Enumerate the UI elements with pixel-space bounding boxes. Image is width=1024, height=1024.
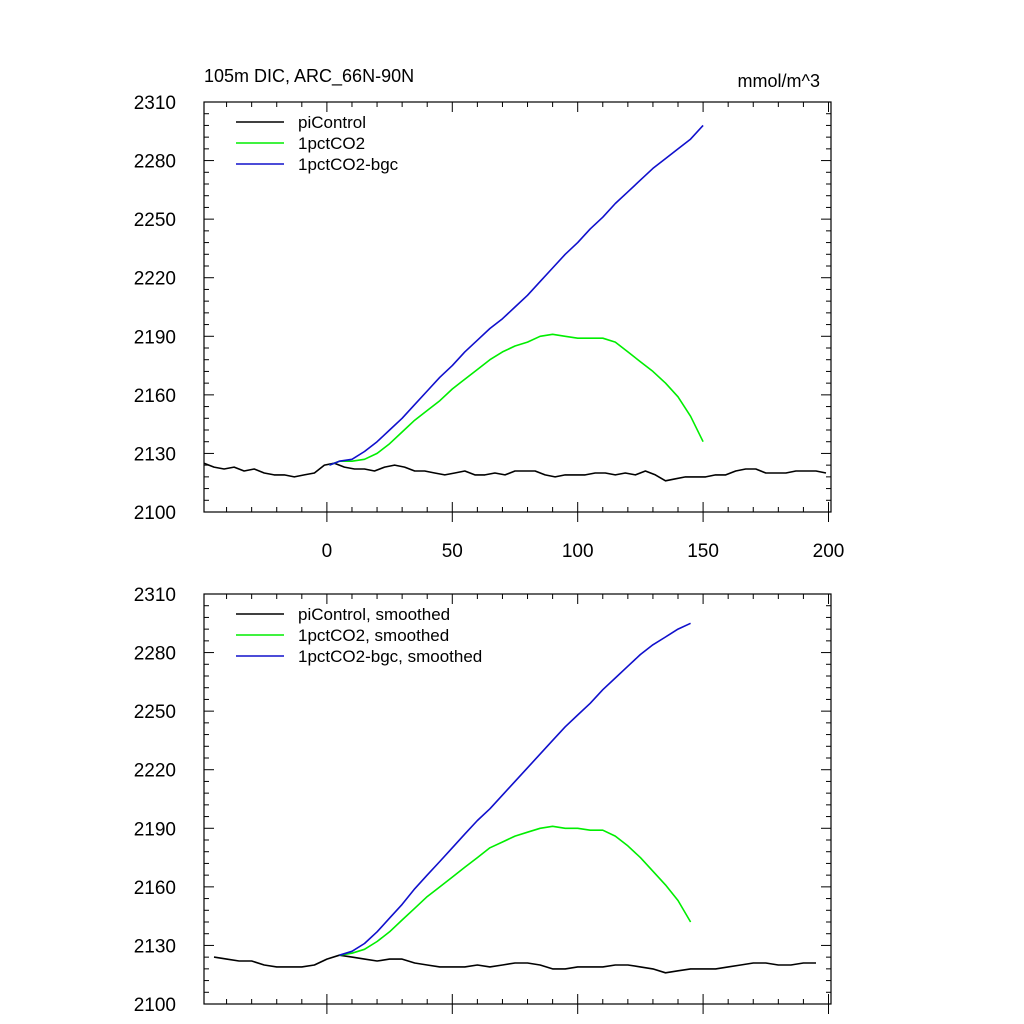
x-tick-label: 200 — [813, 541, 845, 562]
y-tick-label: 2190 — [134, 327, 176, 348]
y-tick-label: 2220 — [134, 269, 176, 290]
y-tick-label: 2100 — [134, 995, 176, 1016]
series-line-1pctco2-bgc — [339, 622, 691, 956]
panel-bottom: 2100 2130 2160 2190 2220 2250 2280 2310 piContro… — [134, 585, 832, 1016]
legend-label: 1pctCO2-bgc, smoothed — [298, 647, 482, 666]
x-tick-label: 50 — [442, 541, 463, 562]
y-tick-label: 2190 — [134, 819, 176, 840]
legend-label: 1pctCO2 — [298, 134, 365, 153]
plot-frame — [203, 101, 832, 513]
series-line-picontrol — [203, 462, 827, 482]
series-line-1pctco2 — [329, 333, 704, 466]
y-tick-label: 2130 — [134, 444, 176, 465]
panel-top: 2100 2130 2160 2190 2220 2250 2280 2310 0 50 100 15… — [134, 93, 845, 562]
y-tick-label: 2250 — [134, 702, 176, 723]
x-tick-label: 150 — [687, 541, 719, 562]
legend-label: piControl, smoothed — [298, 605, 450, 624]
chart-title: 105m DIC, ARC_66N-90N — [204, 66, 414, 87]
y-tick-label: 2220 — [134, 761, 176, 782]
x-tick-label: 0 — [322, 541, 333, 562]
series-line-1pctco2-bgc — [329, 124, 704, 466]
legend-label: piControl — [298, 113, 366, 132]
x-tick-label: 100 — [562, 541, 594, 562]
y-tick-label: 2280 — [134, 152, 176, 173]
y-tick-label: 2100 — [134, 503, 176, 524]
y-tick-label: 2310 — [134, 93, 176, 114]
series-line-1pctco2 — [339, 825, 692, 956]
y-tick-label: 2160 — [134, 878, 176, 899]
units-label: mmol/m^3 — [738, 71, 820, 91]
series-line-picontrol — [213, 954, 816, 974]
y-tick-label: 2160 — [134, 386, 176, 407]
plot-frame — [203, 593, 832, 1005]
y-tick-label: 2250 — [134, 210, 176, 231]
y-tick-label: 2130 — [134, 936, 176, 957]
y-tick-label: 2280 — [134, 644, 176, 665]
legend-label: 1pctCO2-bgc — [298, 155, 399, 174]
legend-label: 1pctCO2, smoothed — [298, 626, 449, 645]
y-tick-label: 2310 — [134, 585, 176, 606]
